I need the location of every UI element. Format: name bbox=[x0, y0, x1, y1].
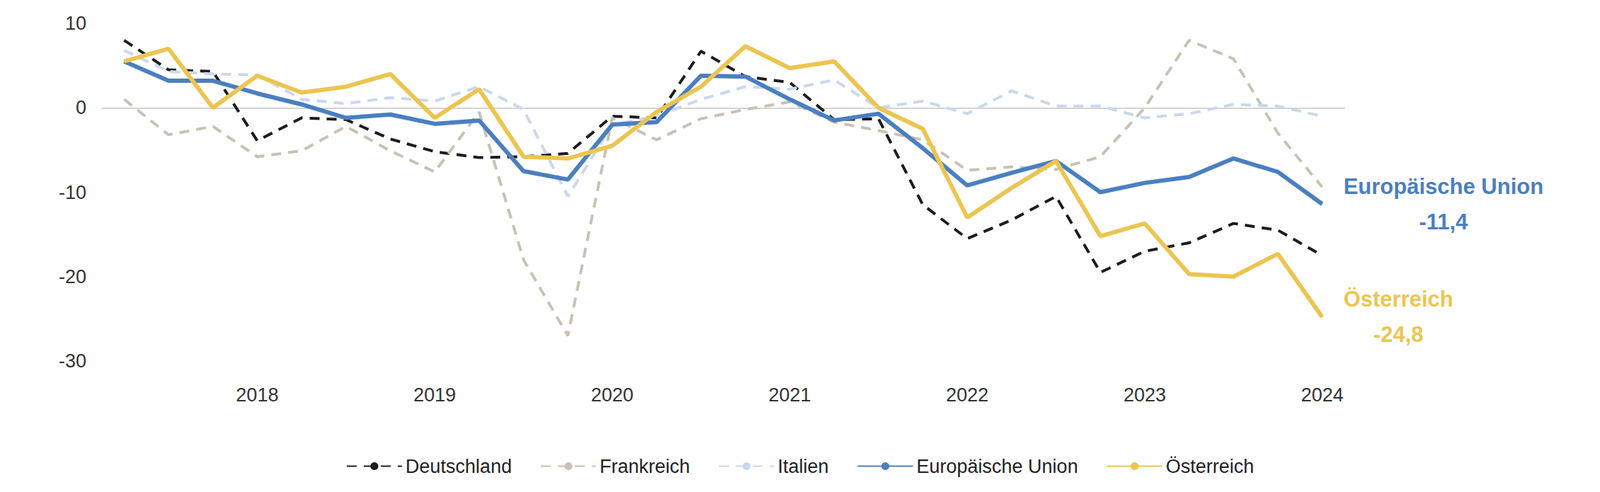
svg-text:0: 0 bbox=[75, 96, 87, 119]
svg-text:2023: 2023 bbox=[1123, 384, 1167, 406]
svg-text:-30: -30 bbox=[58, 350, 87, 372]
svg-text:Deutschland: Deutschland bbox=[405, 455, 512, 478]
svg-text:Europäische Union: Europäische Union bbox=[1343, 174, 1544, 199]
svg-text:2024: 2024 bbox=[1301, 384, 1344, 406]
svg-text:Österreich: Österreich bbox=[1166, 455, 1255, 478]
svg-text:-24,8: -24,8 bbox=[1373, 322, 1424, 347]
svg-text:2018: 2018 bbox=[235, 384, 279, 406]
svg-text:Österreich: Österreich bbox=[1343, 286, 1454, 312]
svg-text:-11,4: -11,4 bbox=[1418, 209, 1469, 235]
svg-text:2022: 2022 bbox=[945, 384, 989, 406]
svg-text:Europäische Union: Europäische Union bbox=[916, 455, 1079, 478]
svg-text:Frankreich: Frankreich bbox=[599, 455, 691, 478]
svg-text:-10: -10 bbox=[58, 181, 87, 204]
svg-text:2020: 2020 bbox=[591, 384, 634, 406]
svg-text:Italien: Italien bbox=[777, 455, 829, 478]
svg-text:-20: -20 bbox=[58, 266, 87, 288]
svg-text:2021: 2021 bbox=[768, 384, 811, 406]
svg-text:2019: 2019 bbox=[413, 384, 456, 406]
svg-text:10: 10 bbox=[65, 12, 87, 34]
